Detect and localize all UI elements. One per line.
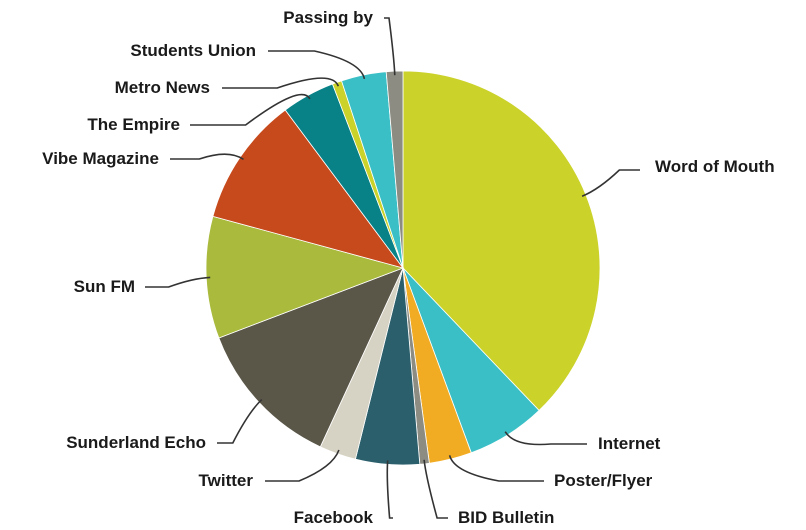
label-the-empire: The Empire xyxy=(87,115,180,134)
leader-internet xyxy=(504,431,587,446)
leader-poster-flyer xyxy=(448,455,544,482)
leader-sunderland-echo xyxy=(217,399,263,444)
leader-students-union xyxy=(268,50,366,80)
label-sunderland-echo: Sunderland Echo xyxy=(66,433,206,452)
leader-passing-by xyxy=(384,17,396,76)
label-passing-by: Passing by xyxy=(283,8,373,27)
leader-vibe-magazine xyxy=(170,153,244,161)
label-facebook: Facebook xyxy=(294,508,374,527)
label-internet: Internet xyxy=(598,434,661,453)
leader-bid-bulletin xyxy=(423,459,448,519)
leader-facebook xyxy=(386,460,393,519)
leader-metro-news xyxy=(222,77,340,89)
leader-word-of-mouth xyxy=(581,169,640,197)
leader-twitter xyxy=(265,449,340,482)
leader-the-empire xyxy=(190,93,311,126)
label-vibe-magazine: Vibe Magazine xyxy=(42,149,159,168)
label-bid-bulletin: BID Bulletin xyxy=(458,508,554,527)
label-word-of-mouth: Word of Mouth xyxy=(655,157,775,176)
pie-slices xyxy=(205,70,601,466)
label-students-union: Students Union xyxy=(130,41,256,60)
label-metro-news: Metro News xyxy=(115,78,210,97)
label-twitter: Twitter xyxy=(199,471,254,490)
label-sun-fm: Sun FM xyxy=(74,277,135,296)
label-poster-flyer: Poster/Flyer xyxy=(554,471,653,490)
leader-sun-fm xyxy=(145,276,211,288)
leader-lines xyxy=(145,17,640,519)
